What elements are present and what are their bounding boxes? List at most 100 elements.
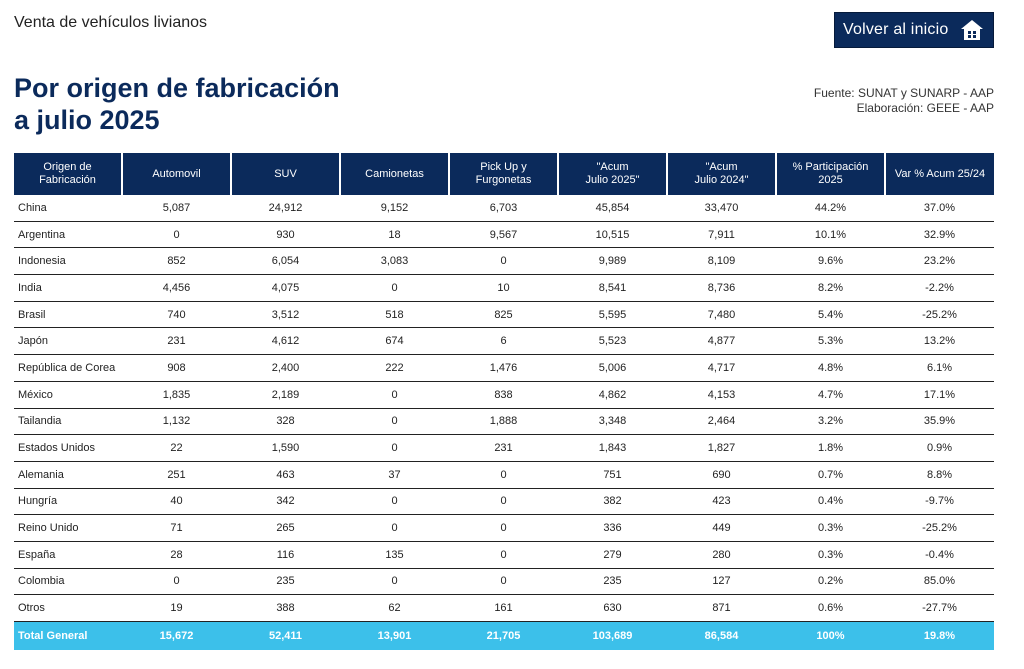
value-cell: 280 [667,541,776,569]
value-cell: 33,470 [667,195,776,222]
value-cell: 265 [231,514,340,542]
value-cell: 13.2% [885,327,994,356]
column-header: % Participación 2025 [775,153,885,195]
value-cell: 37 [340,461,449,489]
value-cell: 0 [449,514,558,542]
column-header: Automovil [121,153,231,195]
value-cell: 2,189 [231,381,340,409]
value-cell: 0.7% [776,461,885,489]
value-cell: 388 [231,594,340,622]
value-cell: 4.8% [776,354,885,382]
value-cell: 231 [122,327,231,356]
country-cell: Alemania [14,461,122,489]
home-button[interactable]: Volver al inicio [834,12,994,48]
value-cell: 8,541 [558,274,667,302]
value-cell: 0 [449,488,558,516]
value-cell: 9,152 [340,195,449,222]
column-header: "Acum Julio 2024" [666,153,776,195]
value-cell: -2.2% [885,274,994,302]
value-cell: 23.2% [885,247,994,276]
column-header: Origen de Fabricación [14,153,122,195]
table-row: Tailandia 1,132 328 0 1,888 3,348 2,464 3.2% 35.… [14,408,994,436]
country-cell: Indonesia [14,247,122,276]
value-cell: -25.2% [885,514,994,542]
value-cell: 19 [122,594,231,622]
value-cell: 0.3% [776,541,885,569]
country-cell: Colombia [14,568,122,596]
value-cell: 5,595 [558,301,667,329]
value-cell: 6.1% [885,354,994,382]
value-cell: 4,456 [122,274,231,302]
source-note: Fuente: SUNAT y SUNARP - AAP Elaboración… [814,86,994,116]
value-cell: 3,348 [558,408,667,436]
value-cell: 44.2% [776,195,885,222]
value-cell: 10.1% [776,221,885,249]
value-cell: 0 [340,568,449,596]
table-row: Argentina 0 930 18 9,567 10,515 7,911 10.1% 32.9… [14,221,994,249]
value-cell: 231 [449,434,558,462]
total-value-cell: 21,705 [449,621,558,650]
value-cell: 328 [231,408,340,436]
value-cell: 0 [449,247,558,276]
value-cell: 2,400 [231,354,340,382]
home-icon [960,18,984,42]
column-header: SUV [230,153,340,195]
value-cell: 382 [558,488,667,516]
country-cell: Tailandia [14,408,122,436]
value-cell: 0 [449,461,558,489]
value-cell: 930 [231,221,340,249]
table-row: India 4,456 4,075 0 10 8,541 8,736 8.2% -2.2% [14,274,994,302]
table-row: República de Corea 908 2,400 222 1,476 5,006 4… [14,354,994,382]
value-cell: -25.2% [885,301,994,329]
value-cell: 4,075 [231,274,340,302]
value-cell: 3,083 [340,247,449,276]
value-cell: -9.7% [885,488,994,516]
value-cell: 0 [340,514,449,542]
value-cell: 630 [558,594,667,622]
value-cell: 4,877 [667,327,776,356]
value-cell: 116 [231,541,340,569]
value-cell: 28 [122,541,231,569]
value-cell: 62 [340,594,449,622]
value-cell: 35.9% [885,408,994,436]
table-row: Estados Unidos 22 1,590 0 231 1,843 1,827 1.8% 0… [14,434,994,462]
value-cell: 0 [340,434,449,462]
country-cell: Brasil [14,301,122,329]
table-row: México 1,835 2,189 0 838 4,862 4,153 4.7% 17.1% [14,381,994,409]
value-cell: 0.9% [885,434,994,462]
value-cell: 18 [340,221,449,249]
country-cell: España [14,541,122,569]
value-cell: 45,854 [558,195,667,222]
value-cell: 127 [667,568,776,596]
value-cell: 235 [558,568,667,596]
value-cell: 4,153 [667,381,776,409]
value-cell: 3.2% [776,408,885,436]
value-cell: 161 [449,594,558,622]
home-button-label: Volver al inicio [843,21,949,38]
value-cell: 825 [449,301,558,329]
table-row: Colombia 0 235 0 0 235 127 0.2% 85.0% [14,568,994,596]
value-cell: -0.4% [885,541,994,569]
value-cell: 852 [122,247,231,276]
value-cell: 6,703 [449,195,558,222]
value-cell: 0 [449,541,558,569]
value-cell: 235 [231,568,340,596]
value-cell: 251 [122,461,231,489]
column-header: Var % Acum 25/24 [884,153,994,195]
value-cell: 463 [231,461,340,489]
value-cell: 1,132 [122,408,231,436]
value-cell: 5,006 [558,354,667,382]
value-cell: 2,464 [667,408,776,436]
value-cell: 135 [340,541,449,569]
value-cell: 22 [122,434,231,462]
value-cell: 279 [558,541,667,569]
value-cell: 423 [667,488,776,516]
value-cell: 1,888 [449,408,558,436]
column-header: Camionetas [339,153,449,195]
value-cell: 85.0% [885,568,994,596]
elaboration-line: Elaboración: GEEE - AAP [856,101,994,115]
value-cell: 7,911 [667,221,776,249]
total-value-cell: 100% [776,621,885,650]
value-cell: 5,523 [558,327,667,356]
value-cell: 1,843 [558,434,667,462]
